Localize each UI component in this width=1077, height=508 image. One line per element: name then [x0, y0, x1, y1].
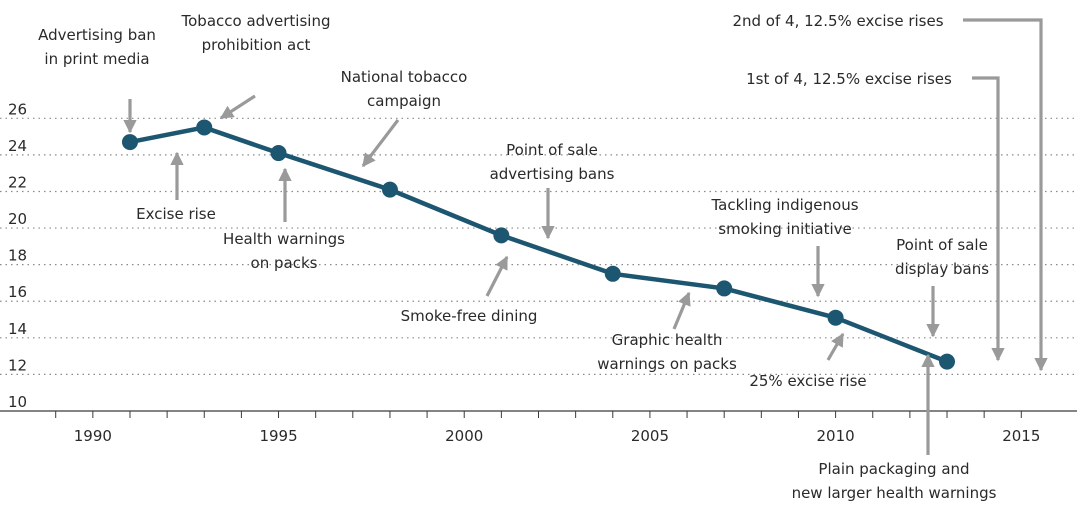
annotation-label: Advertising ban	[38, 26, 156, 44]
annotation-label: prohibition act	[202, 36, 311, 54]
annotation-label: 1st of 4, 12.5% excise rises	[746, 70, 952, 88]
data-point	[493, 227, 510, 244]
data-point	[381, 181, 398, 198]
data-point	[121, 134, 138, 151]
arrow-national-campaign	[361, 119, 400, 168]
x-tick-label: 2005	[631, 427, 669, 445]
y-tick-label: 24	[8, 137, 27, 155]
arrow-smoke-free	[485, 255, 509, 297]
x-tick-label: 2015	[1002, 427, 1040, 445]
annotation-label: advertising bans	[490, 165, 615, 183]
arrow-25-excise	[826, 332, 845, 361]
y-tick-label: 10	[8, 393, 27, 411]
y-tick-label: 26	[8, 100, 27, 118]
annotation-label: Excise rise	[136, 205, 216, 223]
arrow-2nd-excise	[963, 18, 1048, 372]
data-point	[939, 353, 956, 370]
annotation-label: Smoke-free dining	[401, 307, 538, 325]
data-point	[827, 309, 844, 326]
y-tick-label: 14	[8, 320, 27, 338]
x-tick-label: 2010	[817, 427, 855, 445]
x-tick-label: 1990	[74, 427, 112, 445]
annotation-label: new larger health warnings	[792, 484, 997, 502]
annotation-label: Plain packaging and	[818, 460, 969, 478]
annotation-label: smoking initiative	[718, 220, 852, 238]
annotation-label: Tobacco advertising	[181, 12, 331, 30]
annotation-label: on packs	[251, 254, 318, 272]
annotation-label: display bans	[895, 260, 989, 278]
data-point	[716, 280, 733, 297]
data-point	[196, 119, 213, 136]
annotation-label: Graphic health	[612, 331, 723, 349]
y-tick-label: 20	[8, 210, 27, 228]
arrow-1st-excise	[972, 76, 1005, 362]
annotation-label: Point of sale	[896, 236, 988, 254]
arrow-tobacco-act	[219, 94, 256, 120]
x-tick-label: 1995	[259, 427, 297, 445]
annotation-label: Health warnings	[223, 230, 345, 248]
arrow-graphic-warnings	[672, 291, 691, 330]
annotation-label: Tackling indigenous	[710, 196, 858, 214]
data-point	[270, 145, 287, 162]
data-point	[604, 265, 621, 282]
annotation-label: in print media	[44, 50, 149, 68]
x-tick-label: 2000	[445, 427, 483, 445]
y-tick-label: 18	[8, 247, 27, 265]
annotation-label: campaign	[367, 92, 441, 110]
annotation-label: 2nd of 4, 12.5% excise rises	[732, 12, 943, 30]
annotation-label: National tobacco	[341, 68, 468, 86]
y-tick-label: 12	[8, 356, 27, 374]
y-tick-label: 22	[8, 173, 27, 191]
y-tick-label: 16	[8, 283, 27, 301]
annotation-label: Point of sale	[506, 141, 598, 159]
annotation-label: warnings on packs	[597, 355, 737, 373]
annotation-label: 25% excise rise	[749, 372, 866, 390]
